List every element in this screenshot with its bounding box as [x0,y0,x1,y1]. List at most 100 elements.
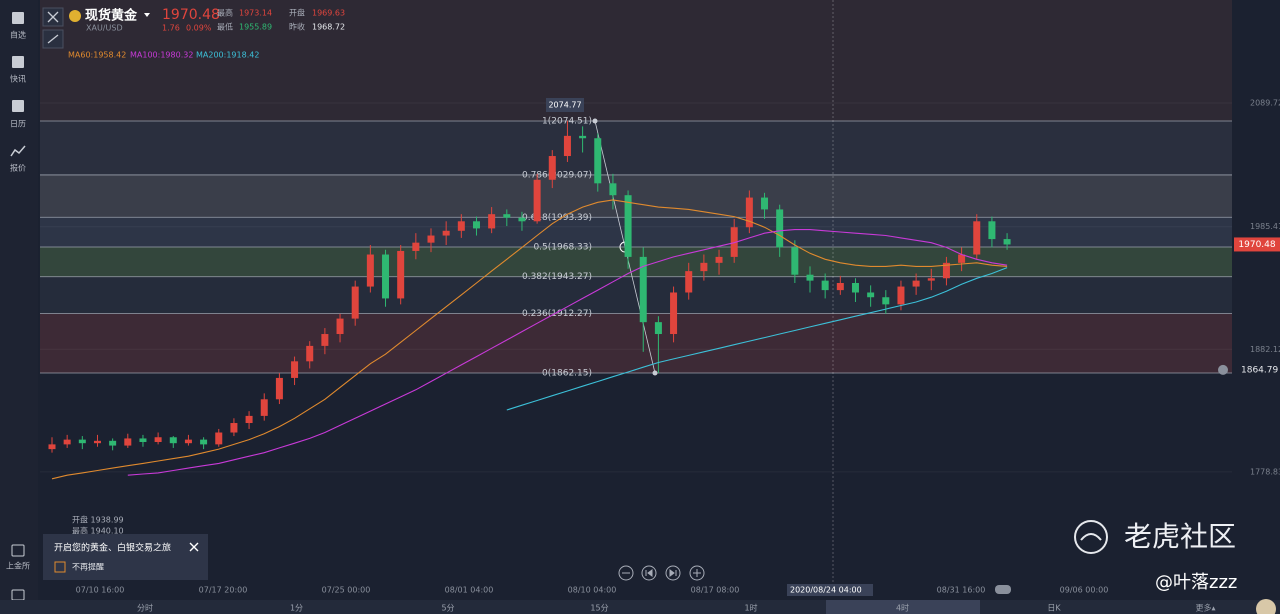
candle-body [836,282,844,291]
top-band [40,0,1232,122]
candle-body [397,250,405,299]
x-tick-label: 08/31 16:00 [937,586,986,595]
legend-entry: MA200:1918.42 [196,51,259,60]
price: 1970.48 [162,7,220,23]
candle-body [472,221,480,229]
fib-label: 0.618(1993.39) [522,213,592,223]
plot-area: 2089.721985.411882.121778.831(2074.51)0.… [40,0,1280,596]
timeframe-tab[interactable]: 5分 [441,604,454,613]
nav-label[interactable]: 报价 [10,163,26,173]
fib-band [40,247,1232,277]
candle-body [154,437,162,443]
timeframe-tab[interactable]: 分时 [137,603,153,613]
zoom-in[interactable] [689,565,705,581]
header: 现货黄金 XAU/USD 1970.48 1.76 0.09% 最高 1973.… [42,7,345,49]
candle-body [457,221,465,231]
candle-body [382,254,390,299]
stat-label: 开盘 [289,8,305,18]
candle-body [488,214,496,229]
legend-entry: MA60:1958.42 [68,51,126,60]
watermark-brand: 老虎社区 [1124,520,1236,553]
watermark: 老虎社区 @叶落zzz [1074,520,1276,614]
stat-value: 1973.14 [239,9,272,18]
timeframe-tab[interactable]: 4时 [896,603,909,613]
max-label: 2074.77 [548,101,581,110]
fib-band [40,313,1232,374]
icon[interactable] [12,56,24,68]
candle-body [761,197,769,210]
sidebar-bg [0,0,38,614]
timeframe-tab[interactable]: 15分 [590,604,608,613]
candle-body [548,156,556,180]
candle-body [533,179,541,222]
gold-icon [69,10,81,22]
candle-body [275,377,283,400]
icon[interactable] [10,145,26,157]
candle-body [366,254,374,287]
checkbox-label[interactable]: 不再提醒 [72,562,104,572]
nav-label[interactable]: 上金所 [6,561,30,571]
nav-label[interactable]: 日历 [10,120,26,129]
candle-body [245,415,253,424]
y-tick-label: 1985.41 [1250,222,1280,231]
watermark-user: @叶落zzz [1155,572,1237,593]
candle-body [594,138,602,184]
candle-body [821,280,829,291]
fib-label: 0.5(1968.33) [533,243,592,253]
candle-body [806,274,814,281]
nav-label[interactable]: 快讯 [10,74,26,84]
dropdown-arrow[interactable] [144,13,150,17]
candle-body [215,432,223,445]
stat-value: 1955.89 [239,23,272,32]
ma-line [51,199,1008,480]
candle-body [942,262,950,279]
watermark-logo [1080,533,1102,541]
to-start[interactable] [641,565,657,581]
zoom-out[interactable] [618,565,634,581]
candle-body [124,438,132,446]
candle-body [184,439,192,444]
candle-body [609,183,617,196]
y-tick-label: 2089.72 [1250,98,1280,107]
fib-band [40,121,1232,175]
timeframe-tab[interactable]: 更多▴ [1195,603,1215,613]
fib-handle [652,370,658,376]
x-tick-label: 07/25 00:00 [322,586,371,595]
checkbox[interactable] [54,561,66,573]
avatar[interactable] [1256,599,1276,614]
candle-body [791,247,799,275]
candle-body [200,439,208,445]
ma-line [506,267,1008,411]
instrument-name[interactable]: 现货黄金 [85,8,138,24]
candle-body [139,438,147,443]
timeframe-tab[interactable]: 1分 [290,604,303,613]
close-icon [47,11,59,23]
candle-body [63,439,71,445]
candle-body [867,292,875,298]
timeframe-bg [0,600,1280,614]
candle-body [503,214,511,218]
candle-body [291,361,299,378]
popup-close[interactable] [189,542,199,552]
stat-value: 1968.72 [312,23,345,32]
nav-label[interactable]: 自选 [10,30,26,40]
fib-band [40,174,1232,218]
to-end[interactable] [665,565,681,581]
timeframe-tab[interactable]: 1时 [744,603,757,613]
candle-body [1003,239,1011,245]
max-label-bg [546,98,584,112]
icon[interactable] [12,12,24,24]
x-tick-label: 08/10 04:00 [568,586,617,595]
price-tag [1234,237,1280,252]
candle-body [109,440,117,446]
stat-value: 1969.63 [312,9,345,18]
fib-label: 0.236(1912.27) [522,309,592,319]
timeframe-tab[interactable]: 日K [1047,604,1061,613]
candle-body [685,271,693,293]
icon[interactable] [11,544,25,557]
candle-body [351,286,359,319]
fib-band [40,276,1232,314]
candle-body [897,286,905,305]
icon[interactable] [12,100,24,112]
candle-body [230,423,238,433]
